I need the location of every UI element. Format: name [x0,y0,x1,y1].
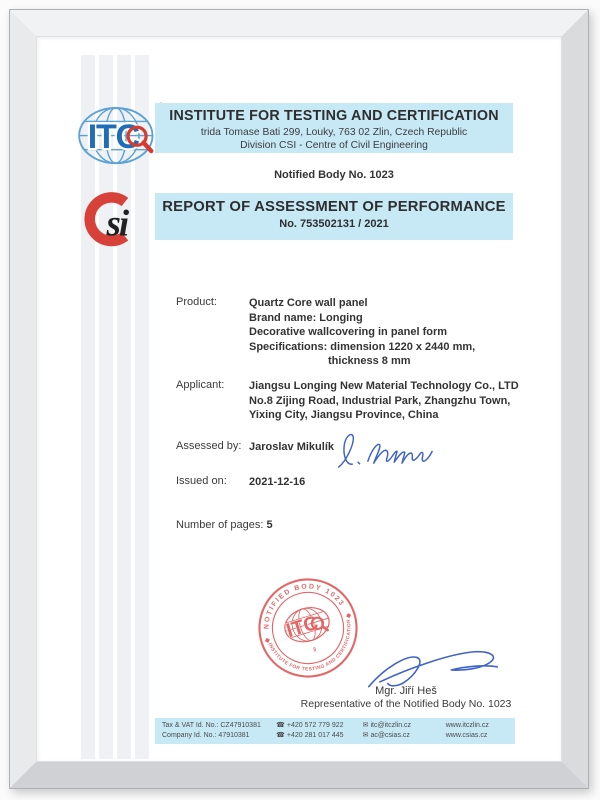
stamp-magnifier-icon [310,616,325,630]
itc-logo-text: ITC [88,118,140,156]
product-label: Product: [176,296,217,308]
csi-logo-text: si [105,203,129,244]
phone-icon: ☎ [276,722,285,729]
picture-frame: ITC ® INSTITUTE FOR TESTING AND CERTIFIC… [9,9,589,789]
website-2: www.csias.cz [445,732,488,739]
product-line: Quartz Core wall panel [249,297,368,309]
company-id-label: Company Id. No.: [162,732,217,739]
issued-on-value: 2021-12-16 [249,476,306,488]
institute-division: Division CSI - Centre of Civil Engineeri… [240,140,428,151]
assessor-signature [337,433,433,468]
email-icon: ✉ [362,732,369,739]
stamp-diamond-right [346,613,352,619]
pages-label: Number of pages: [176,519,264,531]
tax-id-label: Tax & VAT Id. No.: [162,722,219,729]
applicant-value: Jiangsu Longing New Material Technology … [249,379,519,423]
email-icon: ✉ [362,722,369,729]
website-1: www.itczlin.cz [445,722,489,729]
report-title: REPORT OF ASSESSMENT OF PERFORMANCE [162,199,506,215]
certificate-paper: ITC ® INSTITUTE FOR TESTING AND CERTIFIC… [37,37,561,761]
product-line: Specifications: dimension 1220 x 2440 mm… [249,340,476,353]
watermark-stripe [117,55,131,759]
issued-on-label: Issued on: [176,475,227,487]
frame-bevel [10,10,588,788]
csi-logo: si [84,192,132,247]
stamp-number: 3 [312,647,317,654]
report-banner: REPORT OF ASSESSMENT OF PERFORMANCE No. … [155,193,513,240]
signer-role: Representative of the Notified Body No. … [300,698,512,710]
footer-ids: Tax & VAT Id. No.: CZ47910381 Company Id… [162,721,276,741]
signer-block: Mgr. Jiří Heš Representative of the Noti… [277,685,535,711]
notified-body-stamp: NOTIFIED BODY 1023 INSTITUTE FOR TESTING… [256,576,360,680]
company-id-value: 47910381 [218,732,250,739]
product-line: Brand name: Longing [249,311,363,324]
phone-number-1: +420 572 779 922 [286,722,344,729]
assessed-by-label: Assessed by: [176,440,242,452]
phone-icon: ☎ [276,732,285,739]
signer-name: Mgr. Jiří Heš [375,685,437,697]
applicant-line: Yixing City, Jiangsu Province, China [249,409,439,422]
institute-name: INSTITUTE FOR TESTING AND CERTIFICATION [169,108,499,124]
product-line: Decorative wallcovering in panel form [249,326,448,339]
applicant-line: Jiangsu Longing New Material Technology … [249,380,519,392]
notified-body-line: Notified Body No. 1023 [274,169,394,181]
email-address-2: ac@csias.cz [370,732,410,739]
assessed-by-value: Jaroslav Mikulík [249,441,334,453]
applicant-label: Applicant: [176,379,225,391]
applicant-line: No.8 Zijing Road, Industrial Park, Zhang… [249,394,511,407]
institute-header-band: INSTITUTE FOR TESTING AND CERTIFICATION … [155,103,513,153]
magnifier-icon [126,125,154,154]
tax-id-value: CZ47910381 [220,722,261,729]
product-line: thickness 8 mm [328,355,411,368]
institute-address: trida Tomase Bati 299, Louky, 763 02 Zli… [200,127,468,138]
itc-globe-logo: ITC ® [78,101,164,165]
product-value: Quartz Core wall panel Brand name: Longi… [249,296,475,369]
footer-emails: ✉ itc@itczlin.cz ✉ ac@csias.cz [363,721,446,741]
footer-phones: ☎ +420 572 779 922 ☎ +420 281 017 445 [276,721,363,741]
representative-signature [367,650,499,688]
pages-value: 5 [266,519,273,531]
footer-websites: www.itczlin.cz www.csias.cz [446,721,508,741]
watermark-stripe [99,55,113,759]
phone-number-2: +420 281 017 445 [286,732,344,739]
email-address-1: itc@itczlin.cz [370,722,412,729]
number-of-pages: Number of pages: 5 [176,519,273,531]
stamp-diamond-left [264,637,270,643]
watermark-stripe [135,55,149,759]
report-number: No. 753502131 / 2021 [279,218,389,230]
footer-contact-band: Tax & VAT Id. No.: CZ47910381 Company Id… [155,718,515,744]
